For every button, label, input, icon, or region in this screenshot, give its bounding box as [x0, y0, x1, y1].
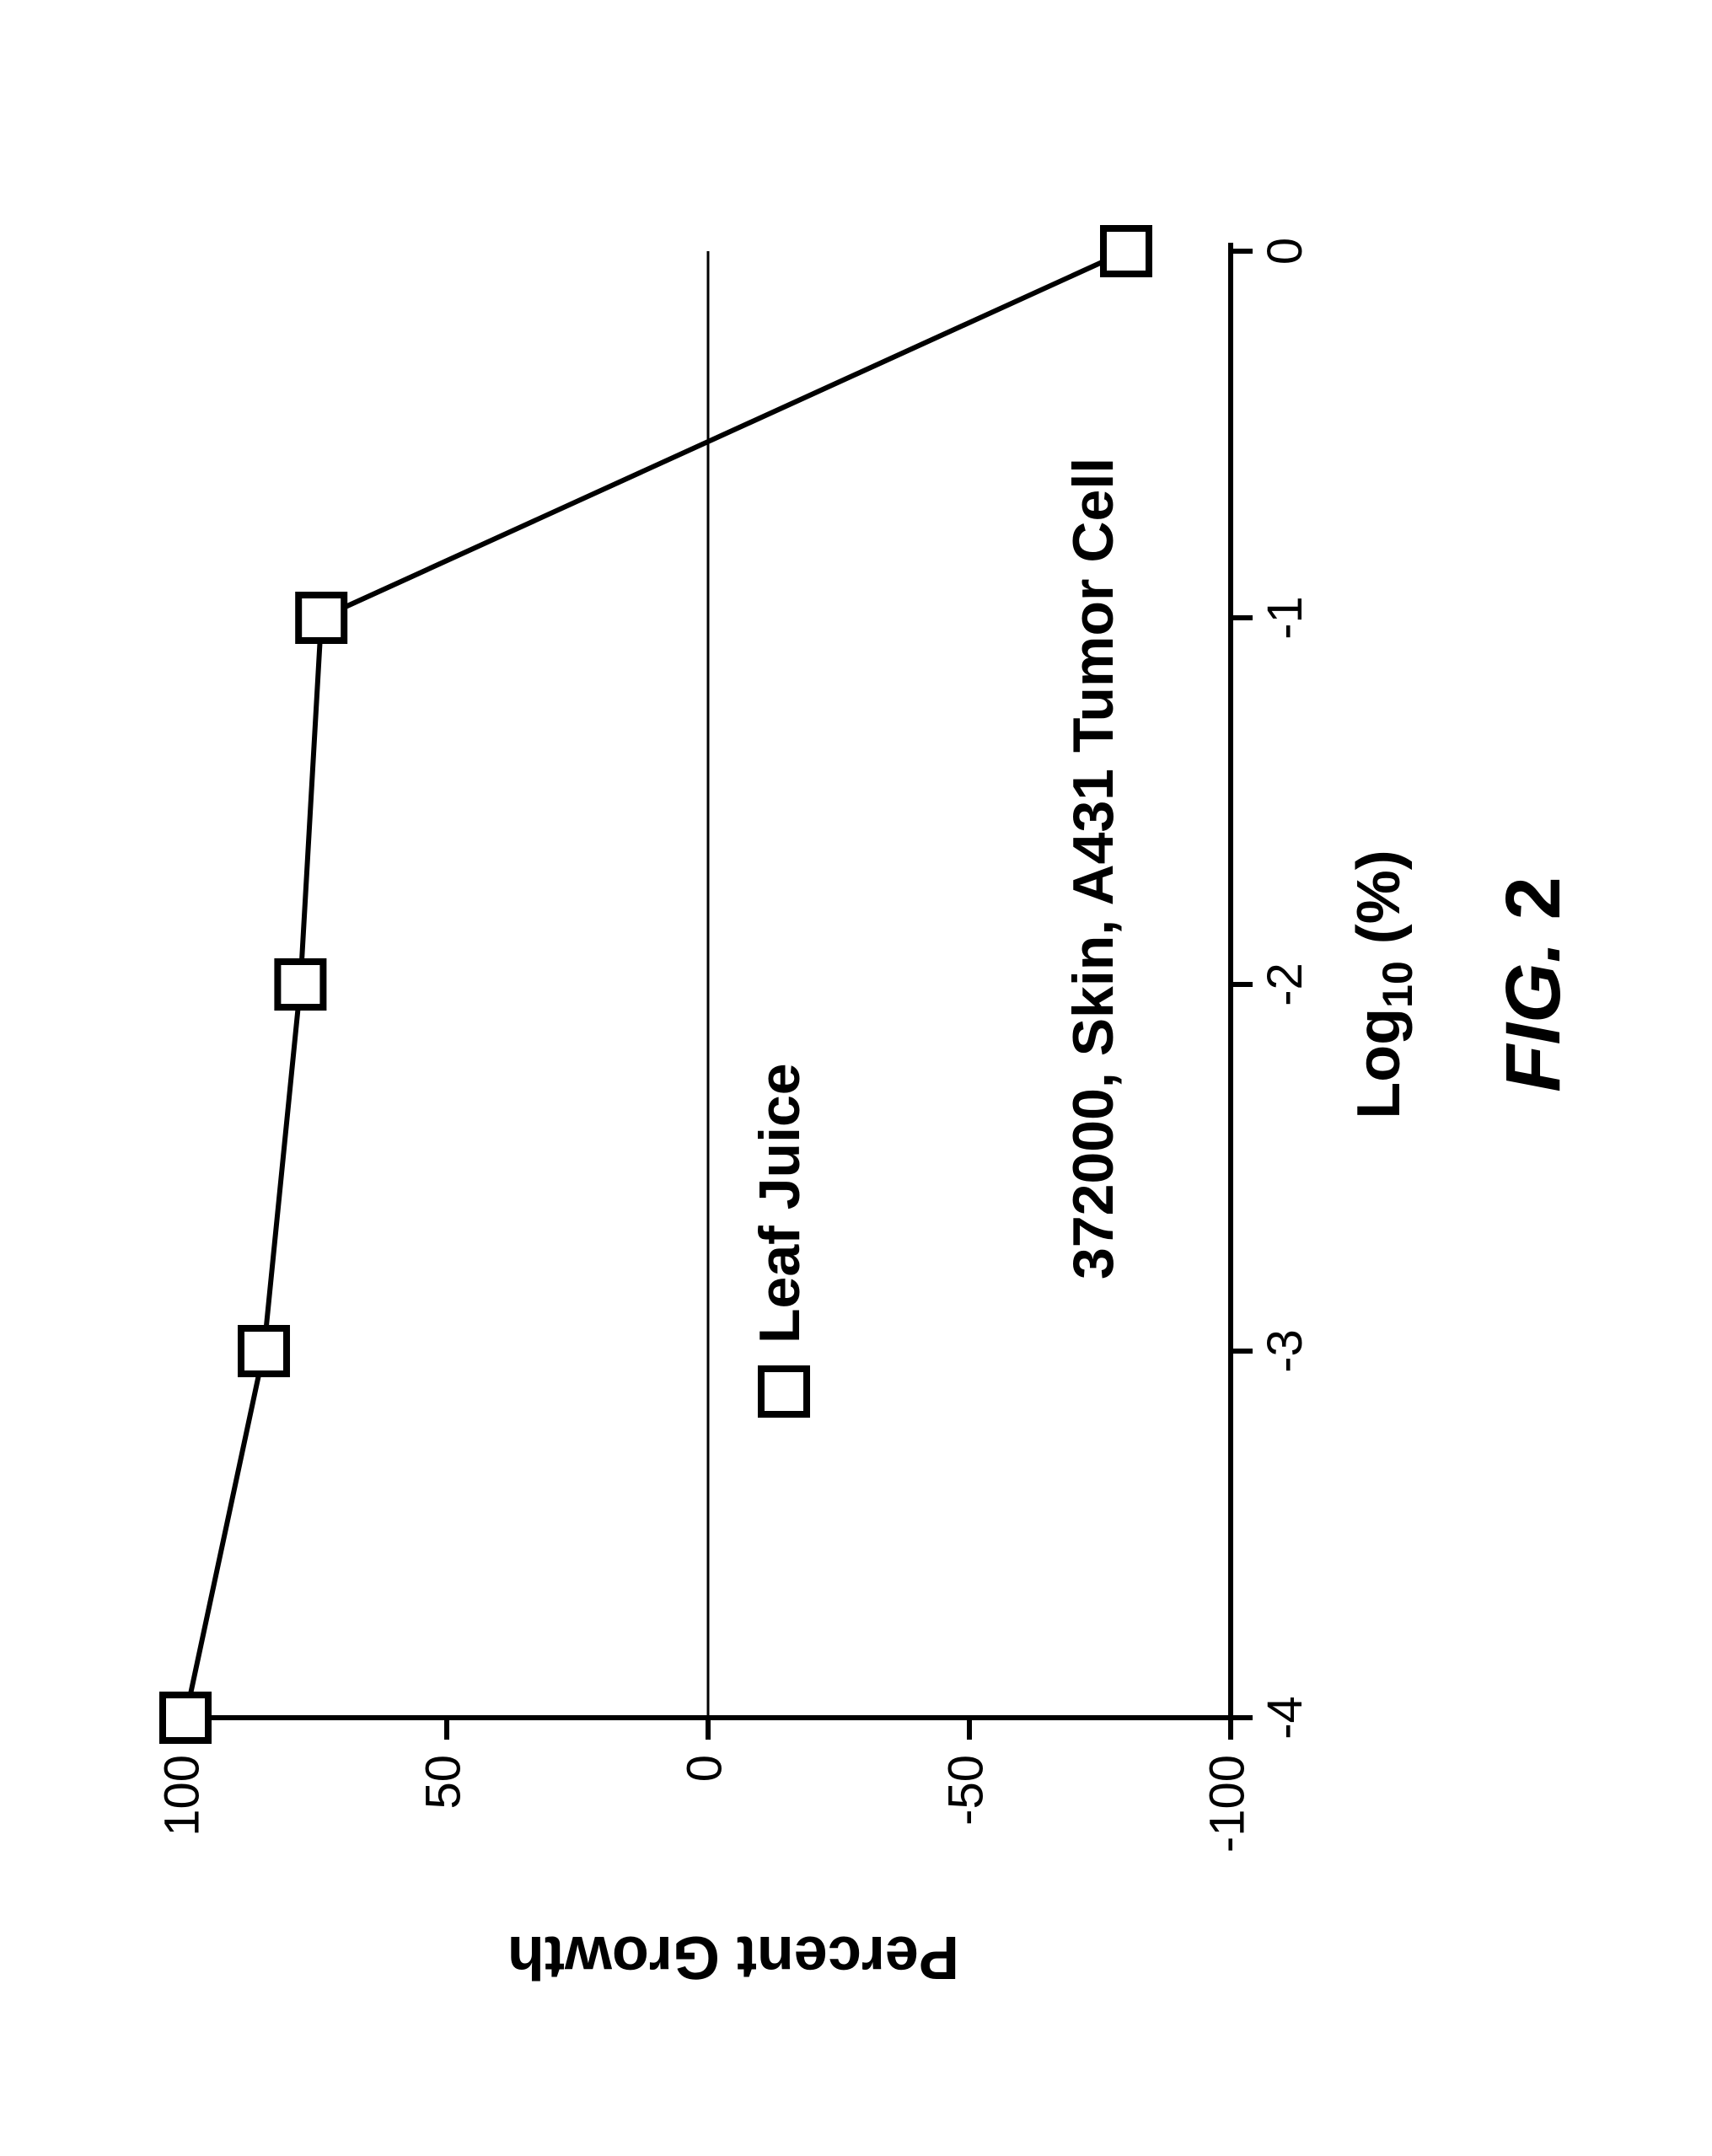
data-marker	[1103, 228, 1149, 274]
figure-caption: FIG. 2	[1490, 877, 1576, 1092]
x-tick-label: -4	[1258, 1696, 1312, 1740]
y-axis-title: Percent Growth	[507, 1923, 959, 1991]
x-tick-label: -2	[1258, 963, 1312, 1006]
data-marker	[277, 962, 323, 1007]
data-marker	[163, 1695, 208, 1740]
x-tick-label: -3	[1258, 1329, 1312, 1373]
data-marker	[241, 1328, 287, 1374]
y-tick-label: 50	[416, 1755, 470, 1810]
data-marker	[298, 595, 344, 641]
x-tick-label: 0	[1258, 238, 1312, 265]
legend-label: Leaf Juice	[748, 1063, 812, 1343]
y-tick-label: -100	[1199, 1755, 1254, 1853]
page: -100-50050100-4-3-2-10Percent GrowthLog1…	[0, 0, 1712, 2156]
chart-stage: -100-50050100-4-3-2-10Percent GrowthLog1…	[0, 0, 1712, 2156]
y-tick-label: -50	[938, 1755, 993, 1826]
y-tick-label: 0	[677, 1755, 732, 1782]
chart-subtitle: 372000, Skin, A431 Tumor Cell	[1061, 458, 1125, 1279]
y-tick-label: 100	[154, 1755, 209, 1837]
line-chart: -100-50050100-4-3-2-10Percent GrowthLog1…	[0, 0, 1712, 2156]
legend-marker	[761, 1369, 807, 1414]
x-tick-label: -1	[1258, 596, 1312, 640]
